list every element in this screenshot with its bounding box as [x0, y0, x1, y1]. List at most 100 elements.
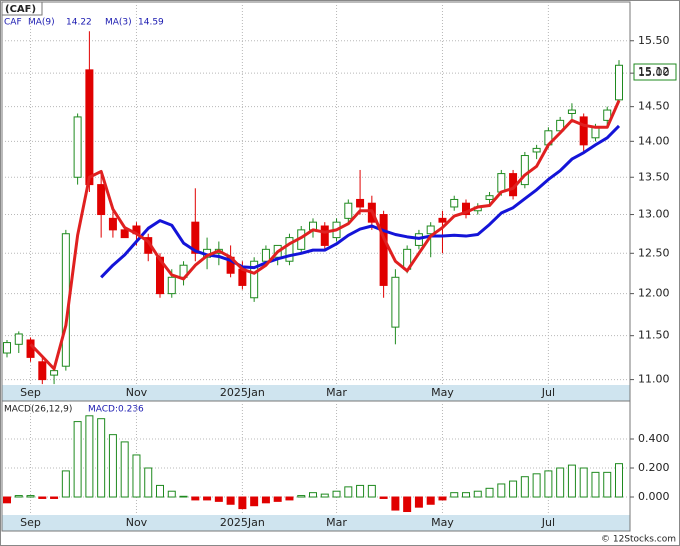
x-tick-label: Nov [126, 516, 148, 529]
y-tick-label: 0.000 [638, 490, 670, 503]
macd-bar [214, 496, 223, 502]
macd-title: MACD(26,12,9) [4, 405, 72, 415]
candle-body [579, 116, 588, 146]
macd-bar [26, 495, 35, 498]
macd-bar [367, 484, 376, 498]
candle-body [97, 184, 106, 216]
candle-body [167, 276, 176, 295]
macd-bar [567, 464, 576, 498]
y-tick-label: 12.50 [638, 246, 670, 259]
macd-bar [226, 496, 235, 505]
legend-ticker: CAF [4, 18, 22, 28]
y-tick-label: 15.50 [638, 34, 670, 47]
candle-body [14, 333, 23, 345]
macd-bar [297, 495, 306, 498]
price-label: 15.12 [638, 65, 670, 78]
macd-bar [332, 490, 341, 498]
candle-body [73, 116, 82, 178]
candle-body [603, 109, 612, 121]
y-tick-label: 13.50 [638, 170, 670, 183]
x-tick-label: 2025Jan [220, 516, 265, 529]
legend-entry: MA(9) [28, 18, 55, 28]
candle-body [238, 268, 247, 286]
y-tick-label: 0.200 [638, 461, 670, 474]
x-tick-label: Jul [541, 516, 555, 529]
y-tick-label: 13.00 [638, 208, 670, 221]
candle-body [450, 198, 459, 208]
ma-line [100, 124, 621, 279]
macd-bar [379, 496, 388, 499]
y-tick-label: 14.50 [638, 100, 670, 113]
candle-body [497, 173, 506, 193]
macd-bar [473, 490, 482, 498]
macd-bar [356, 484, 365, 498]
candle-body [615, 64, 623, 101]
macd-bar [250, 496, 259, 507]
ma-line [29, 99, 621, 371]
x-tick-label: Nov [126, 386, 148, 399]
x-axis-band [2, 515, 630, 531]
macd-bar [556, 467, 565, 498]
candle-body [485, 195, 494, 200]
candle-body [591, 126, 600, 139]
macd-bar [591, 471, 600, 498]
x-axis-band [2, 385, 630, 401]
macd-bar [344, 486, 353, 498]
candle-body [120, 229, 129, 239]
macd-bar [532, 473, 541, 498]
candle-body [567, 109, 576, 114]
candle-body [356, 198, 365, 208]
macd-bar [261, 496, 270, 504]
ticker-box [1, 1, 43, 16]
macd-bar [273, 496, 282, 502]
macd-bar [544, 470, 553, 498]
candle-body [250, 260, 259, 299]
candle-body [344, 202, 353, 219]
legend-value: 14.22 [66, 18, 92, 28]
macd-bar [50, 496, 59, 499]
macd-bar [203, 496, 212, 501]
macd-bar [615, 463, 623, 498]
candle-body [391, 276, 400, 328]
x-tick-label: May [431, 516, 454, 529]
macd-bar [520, 476, 529, 498]
macd-bar [38, 496, 47, 499]
x-tick-label: May [431, 386, 454, 399]
price-box [633, 63, 677, 81]
x-tick-label: Sep [20, 516, 41, 529]
watermark: © 12Stocks.com [601, 535, 676, 545]
candle-body [320, 225, 329, 246]
macd-bar [191, 496, 200, 501]
y-tick-label: 14.00 [638, 134, 670, 147]
candle-body [285, 237, 294, 262]
macd-bar [238, 496, 247, 510]
x-tick-label: Mar [326, 386, 347, 399]
macd-bar [97, 418, 106, 498]
y-tick-label: 11.50 [638, 329, 670, 342]
candle-body [50, 370, 59, 376]
macd-bar [450, 492, 459, 498]
plot-border [1, 1, 631, 532]
candle-body [426, 225, 435, 235]
x-tick-label: 2025Jan [220, 386, 265, 399]
macd-bar [320, 493, 329, 498]
x-tick-label: Sep [20, 386, 41, 399]
candle-body [438, 217, 447, 223]
macd-bar [3, 496, 11, 504]
candle-body [462, 202, 470, 216]
macd-bar [179, 495, 188, 498]
legend-entry: MA(3) [105, 18, 132, 28]
candle-body [3, 342, 11, 354]
macd-bar [61, 470, 70, 498]
macd-bar [14, 495, 23, 498]
macd-bar [438, 496, 447, 501]
candle-body [38, 361, 47, 381]
macd-bar [403, 496, 412, 513]
macd-bar [391, 496, 400, 511]
macd-bar [167, 490, 176, 498]
candle-body [261, 248, 270, 262]
candle-body [520, 155, 529, 186]
macd-bar [132, 454, 141, 498]
y-tick-label: 0.400 [638, 432, 670, 445]
